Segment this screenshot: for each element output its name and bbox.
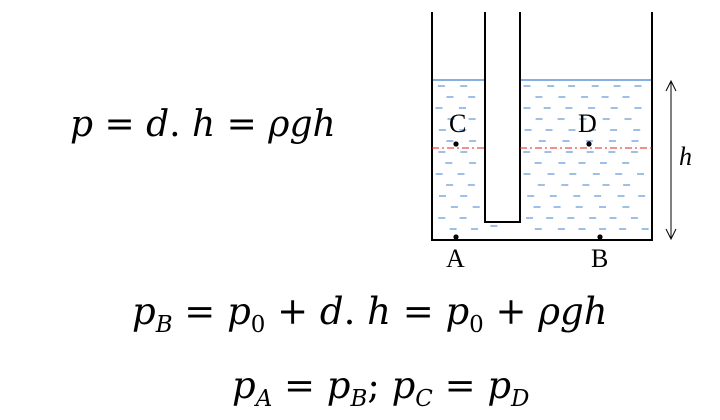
symbol-p: p: [391, 364, 416, 407]
height-arrow-head-bottom: [665, 228, 677, 241]
point-b: [597, 234, 603, 240]
label-d: D: [578, 109, 597, 138]
symbol-rho-g-h: ρgh: [538, 290, 608, 333]
inner-tube: [484, 12, 521, 223]
point-a: [453, 234, 459, 240]
label-c: C: [449, 109, 466, 138]
symbol-p: p: [445, 290, 470, 333]
equals-sign: =: [215, 104, 269, 145]
label-b: B: [591, 244, 608, 273]
subscript-b: B: [155, 312, 173, 339]
symbol-p: p: [326, 364, 351, 407]
equals-sign: =: [172, 290, 228, 333]
dot-operator: .: [343, 290, 368, 333]
point-c: [453, 141, 459, 147]
symbol-rho-g-h: ρgh: [268, 104, 336, 145]
plus-sign: +: [483, 290, 539, 333]
symbol-p: p: [227, 290, 251, 333]
subscript-0: 0: [250, 312, 266, 339]
subscript-0: 0: [469, 312, 484, 339]
tube-interior: [485, 12, 520, 222]
height-arrow-head-top: [665, 79, 677, 92]
symbol-p: p: [487, 364, 512, 407]
equals-sign: =: [272, 364, 327, 407]
subscript-b: B: [350, 386, 368, 413]
subscript-a: A: [255, 386, 273, 413]
formula-pressure-definition: p = d. h = ρgh: [70, 104, 336, 145]
symbol-d: d: [146, 104, 170, 145]
symbol-h: h: [367, 290, 391, 333]
plus-sign: +: [265, 290, 320, 333]
symbol-p: p: [232, 364, 256, 407]
separator: ;: [367, 364, 392, 407]
equals-sign: =: [93, 104, 147, 145]
container-outline: [431, 12, 653, 241]
symbol-p: p: [70, 104, 94, 145]
subscript-d: D: [511, 386, 530, 413]
symbol-h: h: [192, 104, 216, 145]
label-a: A: [446, 244, 465, 273]
equals-sign: =: [432, 364, 488, 407]
formula-pressure-at-b: pB = p0 + d. h = p0 + ρgh: [132, 290, 608, 336]
dot-operator: .: [169, 104, 193, 145]
equals-sign: =: [390, 290, 446, 333]
symbol-d: d: [319, 290, 344, 333]
point-d: [586, 141, 592, 147]
subscript-c: C: [415, 386, 433, 413]
label-height: h: [679, 142, 692, 171]
symbol-p: p: [132, 290, 156, 333]
water-hatching: [435, 85, 649, 230]
formula-equalities: pA = pB; pC = pD: [232, 364, 529, 410]
